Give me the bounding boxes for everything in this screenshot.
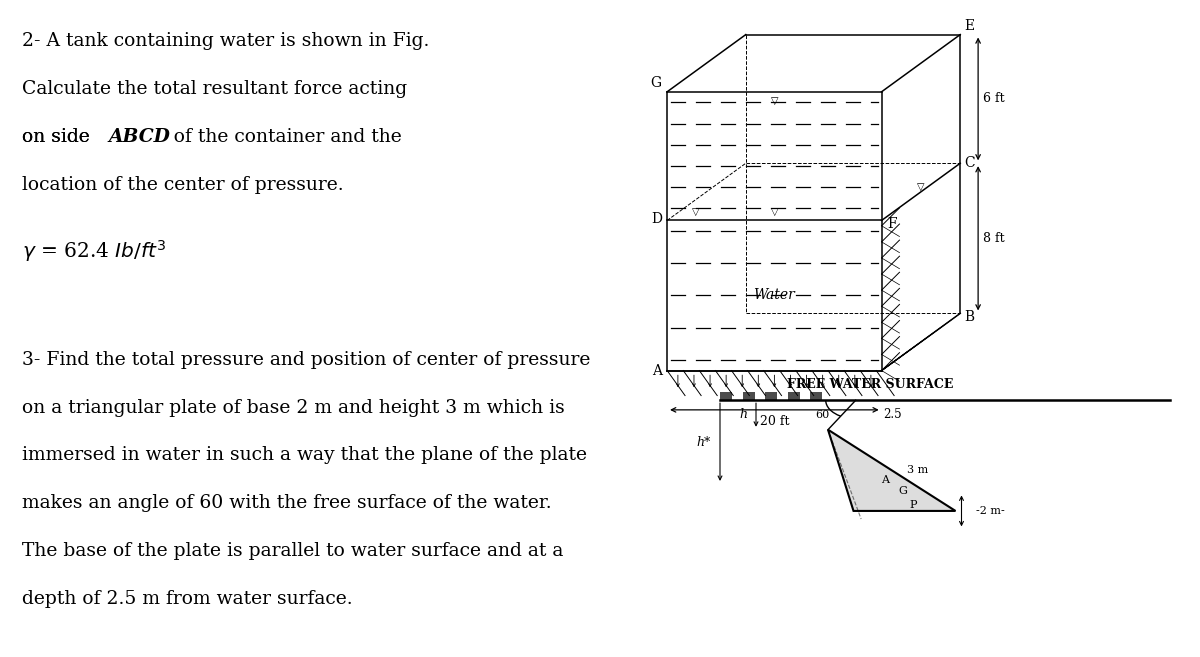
Text: G: G	[899, 486, 907, 496]
Text: location of the center of pressure.: location of the center of pressure.	[23, 175, 344, 194]
Text: A: A	[881, 475, 889, 485]
Text: G: G	[650, 76, 662, 90]
Text: on a triangular plate of base 2 m and height 3 m which is: on a triangular plate of base 2 m and he…	[23, 399, 565, 417]
Text: $\gamma$ = 62.4 $Ib/ft^3$: $\gamma$ = 62.4 $Ib/ft^3$	[23, 238, 167, 263]
Polygon shape	[720, 392, 732, 400]
Text: h*: h*	[697, 436, 710, 449]
Text: 60: 60	[816, 410, 830, 420]
Polygon shape	[743, 392, 755, 400]
Text: ▽: ▽	[770, 96, 778, 106]
Text: P: P	[910, 501, 917, 510]
Polygon shape	[787, 392, 799, 400]
Text: A: A	[652, 363, 662, 378]
Text: 8 ft: 8 ft	[984, 232, 1006, 245]
Polygon shape	[766, 392, 778, 400]
Text: h: h	[739, 409, 746, 421]
Text: FREE WATER SURFACE: FREE WATER SURFACE	[787, 378, 953, 391]
Text: Calculate the total resultant force acting: Calculate the total resultant force acti…	[23, 80, 408, 98]
Text: immersed in water in such a way that the plane of the plate: immersed in water in such a way that the…	[23, 447, 587, 464]
Text: 6 ft: 6 ft	[984, 93, 1006, 105]
Text: 2.5: 2.5	[883, 409, 901, 421]
Text: D: D	[650, 212, 662, 225]
Text: E: E	[964, 19, 974, 33]
Text: 3 m: 3 m	[907, 465, 928, 475]
Text: ▽: ▽	[770, 206, 778, 217]
Polygon shape	[828, 430, 955, 511]
Text: 3- Find the total pressure and position of center of pressure: 3- Find the total pressure and position …	[23, 351, 590, 369]
Text: Water: Water	[754, 288, 796, 302]
Text: makes an angle of 60 with the free surface of the water.: makes an angle of 60 with the free surfa…	[23, 494, 552, 512]
Text: B: B	[964, 310, 974, 324]
Text: on side              of the container and the: on side of the container and the	[23, 128, 402, 146]
Text: on side: on side	[23, 128, 96, 146]
Text: ABCD: ABCD	[108, 128, 170, 146]
Text: 2- A tank containing water is shown in Fig.: 2- A tank containing water is shown in F…	[23, 32, 430, 50]
Text: -2 m-: -2 m-	[977, 506, 1006, 516]
Text: 20 ft: 20 ft	[760, 415, 790, 428]
Text: depth of 2.5 m from water surface.: depth of 2.5 m from water surface.	[23, 590, 353, 608]
Polygon shape	[810, 392, 822, 400]
Text: ▽: ▽	[692, 206, 700, 217]
Text: C: C	[964, 156, 974, 170]
Text: ▽: ▽	[917, 181, 925, 191]
Text: The base of the plate is parallel to water surface and at a: The base of the plate is parallel to wat…	[23, 542, 564, 560]
Text: F: F	[887, 217, 896, 231]
